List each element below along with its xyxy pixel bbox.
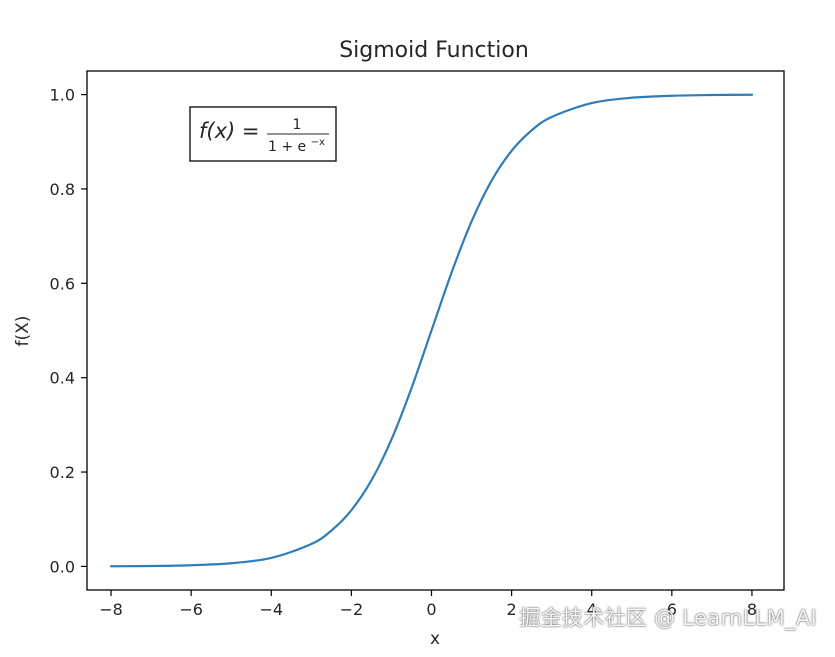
formula-numerator: 1 bbox=[293, 117, 302, 133]
y-axis: 0.0 0.2 0.4 0.6 0.8 1.0 bbox=[50, 86, 87, 576]
formula-denominator-base: 1 + e bbox=[268, 139, 306, 155]
plot-area bbox=[86, 70, 785, 591]
y-axis-label: f(X) bbox=[13, 316, 33, 347]
formula-denominator-exponent: −x bbox=[311, 137, 325, 148]
sigmoid-curve bbox=[109, 93, 754, 568]
x-axis: −8 −6 −4 −2 0 2 4 6 8 bbox=[99, 590, 757, 619]
x-tick-label: 6 bbox=[667, 600, 677, 619]
y-tick-label: 0.8 bbox=[50, 180, 75, 199]
y-tick-label: 0.0 bbox=[50, 557, 75, 576]
x-tick-label: 0 bbox=[426, 600, 436, 619]
formula-lhs: f(x) = bbox=[199, 119, 259, 143]
y-tick-label: 1.0 bbox=[50, 86, 75, 105]
x-tick-label: −4 bbox=[259, 600, 283, 619]
formula-annotation: f(x) = 1 1 + e −x bbox=[189, 106, 337, 162]
x-tick-label: 2 bbox=[507, 600, 517, 619]
x-tick-label: 4 bbox=[587, 600, 597, 619]
x-tick-label: −2 bbox=[340, 600, 364, 619]
series-layer bbox=[109, 93, 754, 568]
x-tick-label: −8 bbox=[99, 600, 123, 619]
y-tick-label: 0.4 bbox=[50, 369, 75, 388]
x-tick-label: −6 bbox=[179, 600, 203, 619]
x-axis-label: x bbox=[430, 629, 440, 649]
watermark: 掘金技术社区 @ LearnLLM_AI bbox=[519, 606, 817, 630]
formula-denominator: 1 + e −x bbox=[268, 137, 325, 155]
x-tick-label: 8 bbox=[747, 600, 757, 619]
y-tick-label: 0.2 bbox=[50, 463, 75, 482]
y-tick-label: 0.6 bbox=[50, 274, 75, 293]
chart-title: Sigmoid Function bbox=[339, 38, 529, 63]
